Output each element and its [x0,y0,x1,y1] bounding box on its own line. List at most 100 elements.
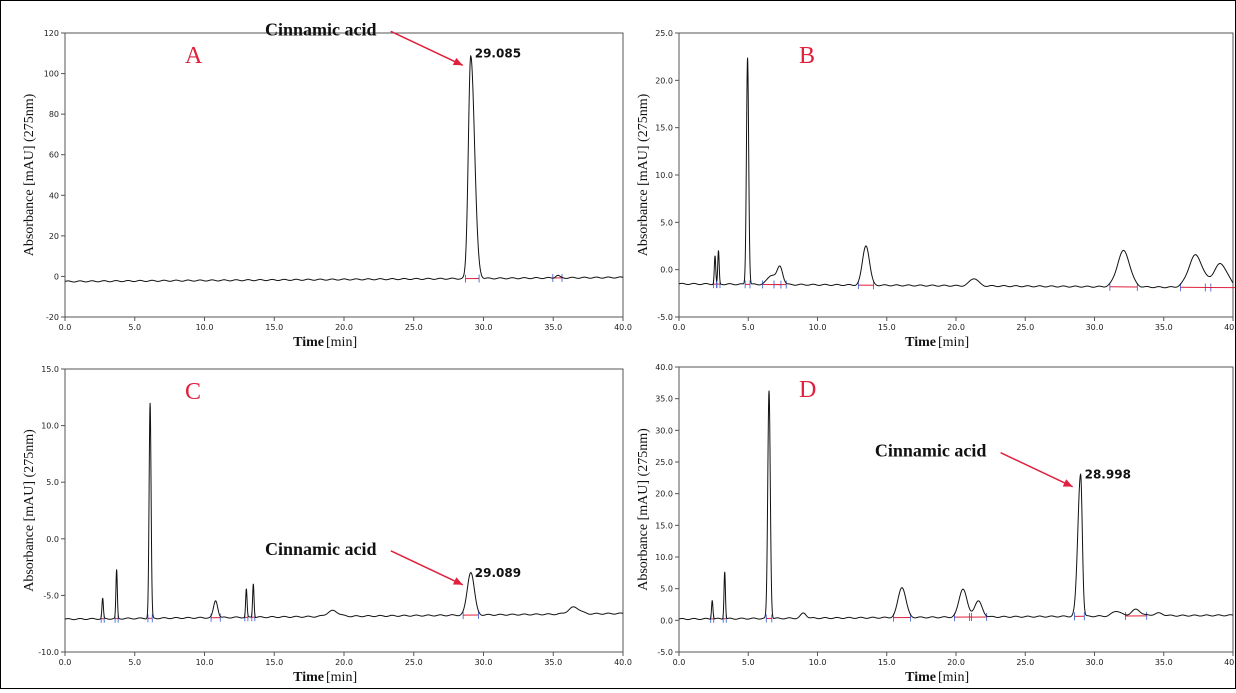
x-tick-label: 15.0 [878,323,896,332]
y-tick-label: 20.0 [655,76,673,85]
x-tick-label: 25.0 [405,323,423,332]
annotation-arrow-line [391,31,463,65]
x-tick-label: 30.0 [1086,658,1104,667]
y-tick-label: 10.0 [655,553,673,562]
y-axis-label: Absorbance [mAU] (275nm) [636,93,651,256]
x-tick-label: 30.0 [475,658,493,667]
y-tick-label: 60 [49,151,59,160]
x-tick-label: 10.0 [196,658,214,667]
panel-letter: C [185,379,201,405]
y-tick-label: 15.0 [41,365,59,374]
y-tick-label: 40.0 [655,363,673,372]
y-tick-label: 5.0 [46,478,59,487]
x-tick-label: 25.0 [1016,658,1034,667]
x-tick-label: 20.0 [335,323,353,332]
x-axis-unit: [min] [938,335,969,350]
y-tick-label: 15.0 [655,124,673,133]
x-tick-label: 40.0 [1224,658,1235,667]
y-tick-label: 120 [44,29,59,38]
x-tick-label: 10.0 [809,323,827,332]
x-tick-label: 15.0 [878,658,896,667]
x-axis-label: Time [293,335,324,350]
y-tick-label: 5.0 [660,218,673,227]
x-axis-unit: [min] [938,670,969,685]
x-tick-label: 5.0 [128,658,141,667]
x-axis-label: Time [905,335,936,350]
x-tick-label: 40.0 [614,658,632,667]
x-tick-label: 10.0 [196,323,214,332]
x-tick-label: 0.0 [59,658,72,667]
x-tick-label: 15.0 [265,323,283,332]
plot-frame [65,33,623,317]
x-tick-label: 5.0 [128,323,141,332]
compound-label: Cinnamic acid [265,19,377,39]
y-tick-label: 25.0 [655,458,673,467]
retention-time-label: 29.085 [475,46,521,60]
x-tick-label: 0.0 [673,323,686,332]
x-tick-label: 10.0 [809,658,827,667]
x-tick-label: 20.0 [335,658,353,667]
panel-letter: A [185,43,203,69]
x-tick-label: 5.0 [742,323,755,332]
retention-time-label: 28.998 [1085,468,1131,482]
x-axis-label: Time [293,670,324,685]
y-tick-label: 10.0 [655,171,673,180]
x-tick-label: 35.0 [1155,658,1173,667]
y-axis-label: Absorbance [mAU] (275nm) [22,429,37,592]
y-tick-label: 20 [49,232,59,241]
y-tick-label: -5.0 [657,648,673,657]
chromatogram-trace [65,403,623,620]
y-tick-label: -5.0 [43,591,59,600]
y-tick-label: 15.0 [655,521,673,530]
y-tick-label: -5.0 [657,313,673,322]
x-tick-label: 40.0 [1224,323,1235,332]
plot-frame [679,367,1233,652]
x-tick-label: 35.0 [1155,323,1173,332]
y-tick-label: -10.0 [38,648,59,657]
panel-d: -5.00.05.010.015.020.025.030.035.040.00.… [636,363,1235,685]
x-tick-label: 40.0 [614,323,632,332]
y-tick-label: 35.0 [655,395,673,404]
y-axis-label: Absorbance [mAU] (275nm) [636,428,651,591]
chromatogram-trace [679,391,1233,620]
chromatogram-trace [679,58,1233,288]
x-tick-label: 25.0 [1016,323,1034,332]
y-tick-label: 0.0 [660,616,673,625]
y-tick-label: 80 [49,110,59,119]
retention-time-label: 29.089 [475,566,521,580]
x-tick-label: 0.0 [673,658,686,667]
y-tick-label: 100 [44,70,59,79]
x-tick-label: 20.0 [947,658,965,667]
x-tick-label: 0.0 [59,323,72,332]
panel-letter: B [799,43,815,69]
x-tick-label: 25.0 [405,658,423,667]
panel-c: -10.0 -5.0 0.0 5.0 10.0 15.0 0.0 5.0 10.0 15.0 20.… [22,365,632,685]
y-axis-label: Absorbance [mAU] (275nm) [22,93,37,256]
y-tick-label: 0 [54,272,59,281]
y-tick-label: 40 [49,191,59,200]
x-axis-unit: [min] [326,335,357,350]
x-tick-label: 30.0 [475,323,493,332]
panel-letter: D [799,377,816,403]
y-tick-label: 5.0 [660,585,673,594]
x-tick-label: 35.0 [544,323,562,332]
x-tick-label: 30.0 [1086,323,1104,332]
x-axis-label: Time [905,670,936,685]
x-tick-label: 15.0 [265,658,283,667]
x-tick-label: 5.0 [742,658,755,667]
y-tick-label: 0.0 [46,535,59,544]
panel-a: -20 0 20 40 60 80 100 120 0.0 5.0 10.0 15.0 20.0 25.0… [22,19,632,350]
y-tick-label: 20.0 [655,490,673,499]
y-tick-label: 10.0 [41,422,59,431]
y-tick-label: -20 [46,313,59,322]
y-tick-label: 30.0 [655,426,673,435]
compound-label: Cinnamic acid [875,441,987,461]
annotation-arrow-line [391,551,463,585]
x-tick-label: 35.0 [544,658,562,667]
plot-frame [679,33,1233,317]
chromatogram-trace [65,56,623,282]
compound-label: Cinnamic acid [265,539,377,559]
